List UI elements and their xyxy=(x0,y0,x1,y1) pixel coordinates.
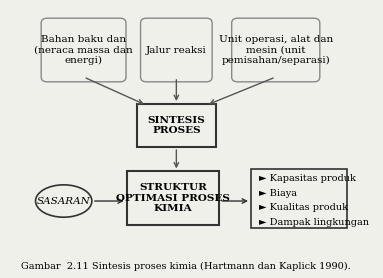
Text: ► Kualitas produk: ► Kualitas produk xyxy=(259,203,348,212)
Text: SINTESIS
PROSES: SINTESIS PROSES xyxy=(147,116,205,135)
FancyBboxPatch shape xyxy=(137,104,216,147)
FancyBboxPatch shape xyxy=(251,169,347,228)
Text: Gambar  2.11 Sintesis proses kimia (Hartmann dan Kaplick 1990).: Gambar 2.11 Sintesis proses kimia (Hartm… xyxy=(21,262,351,271)
FancyBboxPatch shape xyxy=(41,18,126,82)
FancyBboxPatch shape xyxy=(232,18,320,82)
Ellipse shape xyxy=(36,185,92,217)
Text: SASARAN: SASARAN xyxy=(37,197,90,205)
Text: ► Biaya: ► Biaya xyxy=(259,189,297,198)
Text: Bahan baku dan
(neraca massa dan
energi): Bahan baku dan (neraca massa dan energi) xyxy=(34,35,133,65)
Text: ► Dampak lingkungan: ► Dampak lingkungan xyxy=(259,218,369,227)
Text: STRUKTUR
OPTIMASI PROSES
KIMIA: STRUKTUR OPTIMASI PROSES KIMIA xyxy=(116,183,230,213)
Text: Jalur reaksi: Jalur reaksi xyxy=(146,46,207,54)
Text: ► Kapasitas produk: ► Kapasitas produk xyxy=(259,174,356,183)
FancyBboxPatch shape xyxy=(127,171,219,225)
Text: Unit operasi, alat dan
mesin (unit
pemisahan/separasi): Unit operasi, alat dan mesin (unit pemis… xyxy=(219,35,333,65)
FancyBboxPatch shape xyxy=(141,18,212,82)
